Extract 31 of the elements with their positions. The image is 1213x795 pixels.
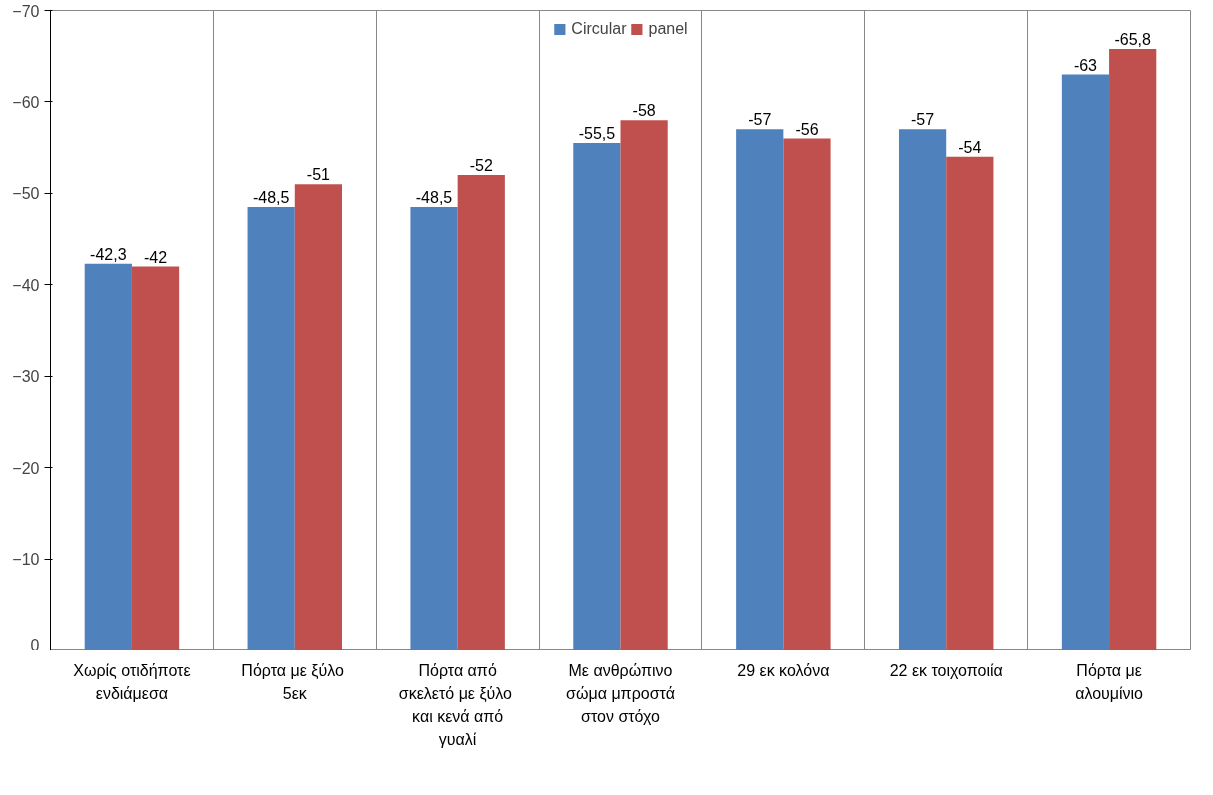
data-label: -65,8 (1114, 30, 1152, 48)
legend-label: panel (648, 20, 688, 38)
x-tick-label: Χωρίς οτιδήποτε ενδιάμεσα (73, 662, 191, 702)
data-label: -55,5 (578, 125, 616, 143)
data-label: -63 (1073, 56, 1098, 74)
data-label: -48,5 (252, 189, 290, 207)
data-label: -51 (306, 166, 331, 184)
data-label: -57 (911, 111, 935, 129)
y-tick-label: −10 (12, 551, 40, 569)
data-label: -42,3 (90, 245, 127, 263)
x-tick-label: Πόρτα με ξύλο 5εκ (241, 662, 344, 702)
y-tick-label: −60 (12, 93, 40, 111)
x-tick-label: Πόρτα από σκελετό με ξύλο και κενά από γυαλί (398, 662, 513, 748)
data-label: -58 (632, 102, 656, 120)
x-tick-label: Με ανθρώπινο σώμα μπροστά στον στόχο (566, 662, 675, 725)
y-tick-label: 0 (30, 636, 40, 654)
x-tick-label: 29 εκ κολόνα (737, 662, 830, 679)
y-tick-label: −40 (12, 276, 40, 294)
data-label: -56 (795, 120, 819, 138)
y-tick-label: −20 (12, 459, 40, 477)
data-label: -54 (958, 138, 982, 156)
x-tick-label: Πόρτα με αλουμίνιο (1075, 662, 1144, 702)
y-tick-label: −50 (12, 185, 40, 203)
data-label: -48,5 (415, 189, 453, 207)
legend-label: Circular (571, 20, 627, 38)
y-tick-label: −70 (12, 2, 40, 20)
data-label: -42 (143, 248, 168, 266)
y-tick-label: −30 (12, 368, 40, 386)
data-label: -52 (469, 157, 493, 175)
x-tick-label: 22 εκ τοιχοποιία (889, 662, 1003, 679)
data-label: -57 (748, 111, 772, 129)
